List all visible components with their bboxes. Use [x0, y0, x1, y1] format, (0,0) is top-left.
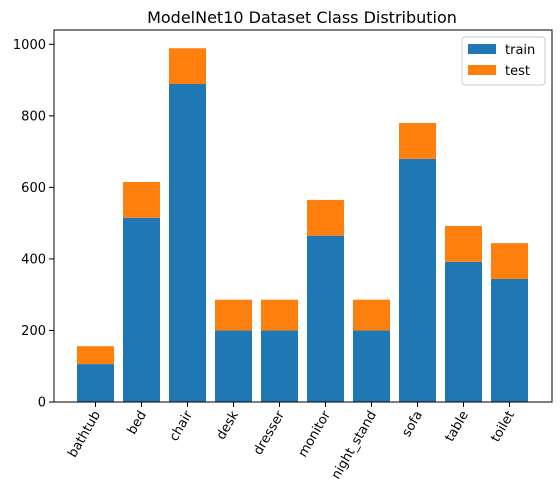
- bar-test-chair: [169, 48, 206, 85]
- y-tick-label: 800: [21, 109, 46, 124]
- bar-test-toilet: [491, 243, 528, 279]
- bar-train-table: [445, 261, 482, 402]
- bar-train-dresser: [261, 330, 298, 402]
- bar-train-bed: [123, 217, 160, 402]
- bar-train-monitor: [307, 235, 344, 402]
- y-tick-label: 1000: [13, 38, 46, 53]
- chart-title: ModelNet10 Dataset Class Distribution: [147, 8, 457, 27]
- legend-label-train: train: [505, 43, 535, 58]
- y-tick-label: 200: [21, 324, 46, 339]
- plot-frame: [53, 29, 553, 403]
- legend-label-test: test: [505, 64, 530, 79]
- legend-swatch-test: [468, 65, 496, 75]
- bar-test-bed: [123, 182, 160, 218]
- y-axis: 0 200 400 600 800 1000: [13, 38, 54, 411]
- y-tick-label: 600: [21, 181, 46, 196]
- bar-train-bathtub: [77, 364, 114, 402]
- bar-train-chair: [169, 84, 206, 402]
- bar-test-bathtub: [77, 346, 114, 365]
- bars: [77, 48, 528, 402]
- bar-test-sofa: [399, 123, 436, 159]
- y-tick-label: 400: [21, 252, 46, 267]
- bar-train-desk: [215, 330, 252, 402]
- bar-train-night_stand: [353, 330, 390, 402]
- legend-swatch-train: [468, 44, 496, 54]
- y-tick-label: 0: [38, 396, 46, 411]
- bar-test-desk: [215, 299, 252, 331]
- bar-train-sofa: [399, 158, 436, 402]
- bar-test-night_stand: [353, 299, 390, 331]
- legend: train test: [461, 36, 546, 86]
- bar-test-monitor: [307, 199, 344, 236]
- bar-train-toilet: [491, 278, 528, 402]
- bar-test-table: [445, 226, 482, 262]
- bar-test-dresser: [261, 299, 298, 331]
